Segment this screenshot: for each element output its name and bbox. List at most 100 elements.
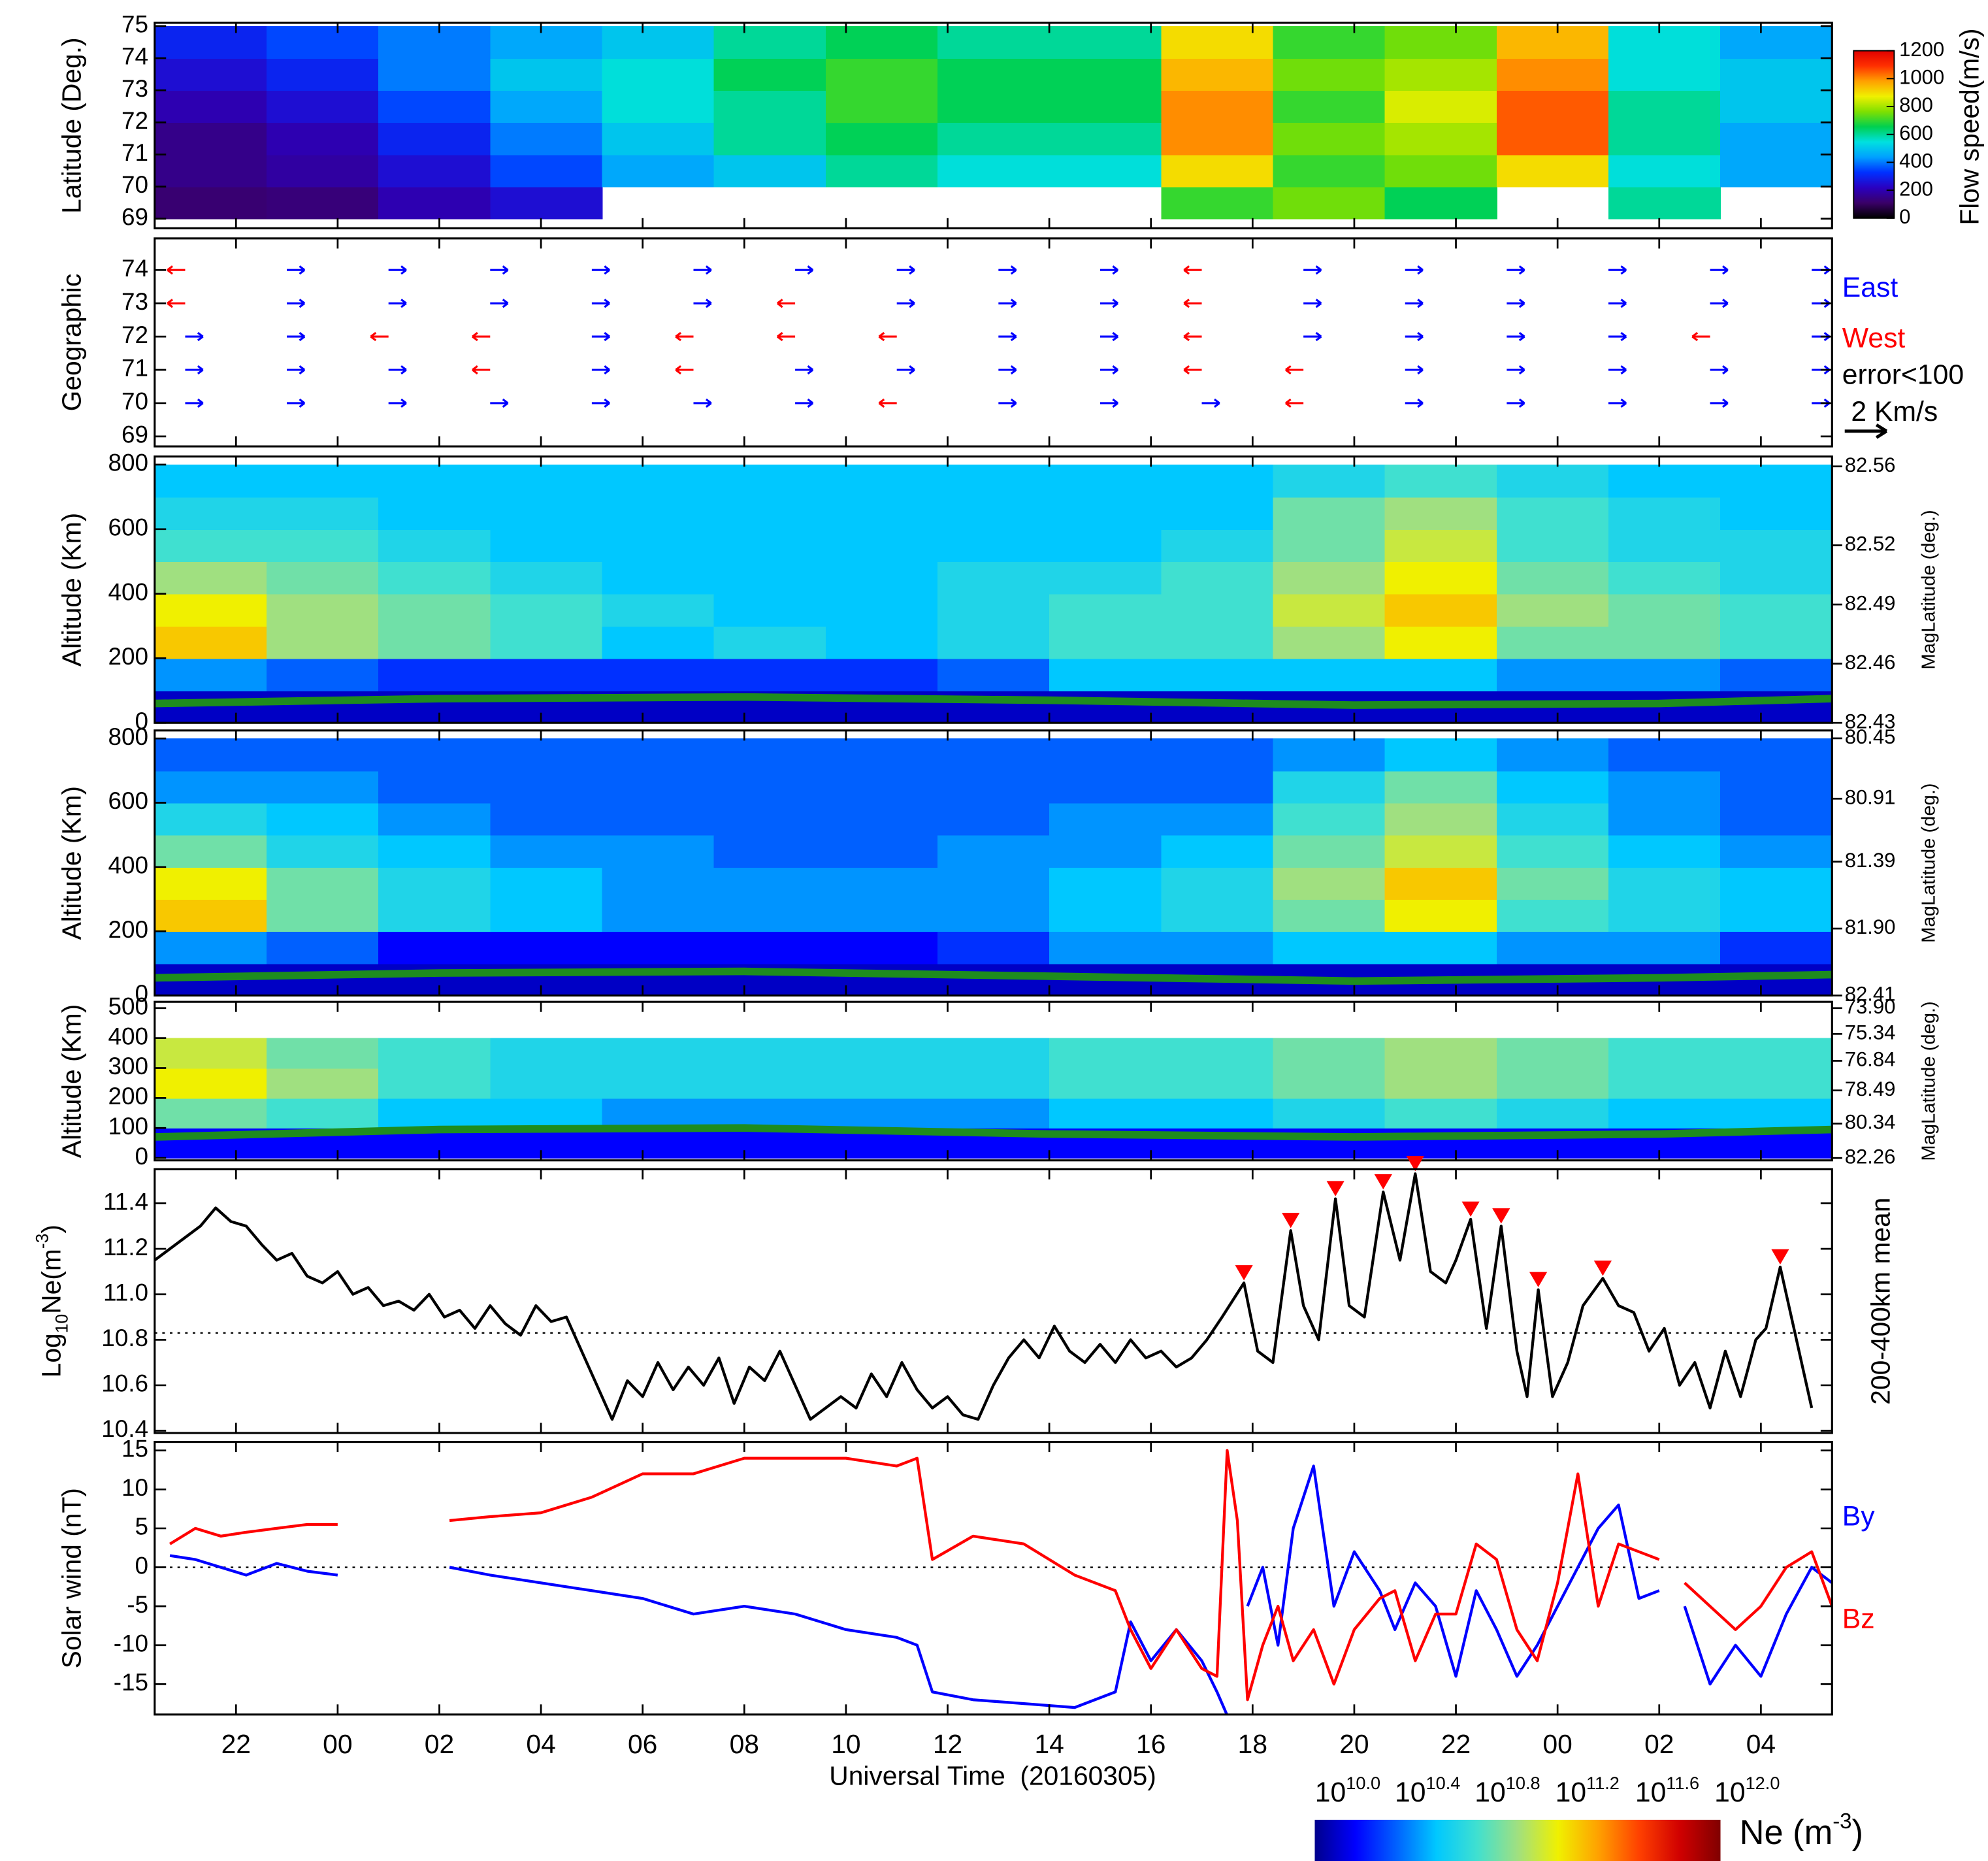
heat-cell xyxy=(378,1038,491,1069)
heat-cell xyxy=(1049,658,1162,691)
heat-cell xyxy=(266,593,380,627)
heat-cell xyxy=(1496,658,1609,691)
vector xyxy=(490,299,509,308)
heat-cell xyxy=(1273,626,1386,659)
heat-cell xyxy=(1384,497,1497,530)
heat-cell xyxy=(1049,1038,1162,1069)
heat-cell xyxy=(602,497,715,530)
heat-cell xyxy=(602,866,715,900)
heat-cell xyxy=(266,931,380,964)
vector xyxy=(1100,332,1119,342)
vector xyxy=(998,365,1017,375)
heat-cell xyxy=(1720,626,1833,659)
heat-cell xyxy=(1273,465,1386,498)
heat-cell xyxy=(1161,154,1274,188)
vector xyxy=(1303,299,1322,308)
heat-cell xyxy=(937,802,1051,836)
heat-cell xyxy=(1161,561,1274,595)
heat-cell xyxy=(1608,834,1721,868)
heat-cell xyxy=(378,898,491,932)
heat-cell xyxy=(1720,154,1833,188)
y-tick-label: 72 xyxy=(122,107,148,134)
vector xyxy=(795,365,814,375)
heat-cell xyxy=(1161,497,1274,530)
x-tick-label: 00 xyxy=(1542,1729,1572,1759)
heat-cell xyxy=(490,1038,603,1069)
legend-label: By xyxy=(1842,1500,1875,1532)
heat-cell xyxy=(602,1038,715,1069)
heat-cell xyxy=(1384,1068,1497,1099)
heat-cell xyxy=(266,866,380,900)
heat-cell xyxy=(1608,770,1721,804)
heat-cell xyxy=(1384,25,1497,59)
heat-cell xyxy=(602,802,715,836)
vector xyxy=(998,398,1017,408)
heat-cell xyxy=(266,802,380,836)
frame xyxy=(154,455,1833,724)
heat-cell xyxy=(1608,561,1721,595)
heat-cell xyxy=(1161,465,1274,498)
heat-cell xyxy=(1049,802,1162,836)
heat-cell xyxy=(825,58,938,91)
vector xyxy=(1608,365,1627,375)
heat-cell xyxy=(1273,154,1386,188)
vector xyxy=(1405,299,1424,308)
heat-cell xyxy=(378,122,491,156)
heat-cell xyxy=(1608,58,1721,91)
heat-cell xyxy=(602,529,715,563)
heat-cell xyxy=(1273,658,1386,691)
heat-cell xyxy=(1496,154,1609,188)
vector xyxy=(1405,365,1424,375)
heat-cell xyxy=(602,154,715,188)
heat-cell xyxy=(1496,497,1609,530)
vector xyxy=(896,365,915,375)
axis-title-part: -3 xyxy=(33,1234,52,1249)
heat-cell xyxy=(713,866,826,900)
tick-base: 10 xyxy=(1556,1777,1586,1808)
heat-cell xyxy=(713,90,826,124)
x-tick-label: 18 xyxy=(1238,1729,1267,1759)
heat-cell xyxy=(937,529,1051,563)
vector xyxy=(998,332,1017,342)
heat-cell xyxy=(825,1068,938,1099)
y-tick-label: 11.4 xyxy=(103,1188,148,1215)
heat-cell xyxy=(602,898,715,932)
heat-cell xyxy=(602,1068,715,1099)
heat-cell xyxy=(266,834,380,868)
axis-title: Altitude (Km) xyxy=(56,786,86,940)
heat-cell xyxy=(1496,802,1609,836)
series-line xyxy=(169,1464,1833,1715)
heat-cell xyxy=(1608,931,1721,964)
axis-title: Latitude (Deg.) xyxy=(56,37,86,214)
heat-cell xyxy=(490,497,603,530)
vector xyxy=(185,365,204,375)
heat-cell xyxy=(1273,561,1386,595)
heat-cell xyxy=(713,931,826,964)
heat-cell xyxy=(490,122,603,156)
vector xyxy=(1710,365,1729,375)
heat-cell xyxy=(1496,1068,1609,1099)
heat-cell xyxy=(1608,658,1721,691)
y-tick-label: -5 xyxy=(127,1591,148,1618)
vector xyxy=(388,398,407,408)
heat-cell xyxy=(937,497,1051,530)
heat-cell xyxy=(1496,834,1609,868)
heat-cell xyxy=(154,1038,267,1069)
vector xyxy=(1405,332,1424,342)
heat-cell xyxy=(1384,561,1497,595)
heat-cell xyxy=(266,1098,380,1129)
heat-cell xyxy=(378,561,491,595)
heat-cell xyxy=(1161,931,1274,964)
heat-cell xyxy=(1720,529,1833,563)
heat-cell xyxy=(1049,593,1162,627)
vector xyxy=(591,365,610,375)
heat-cell xyxy=(1720,658,1833,691)
legend-label: West xyxy=(1842,322,1906,354)
x-tick-label: 02 xyxy=(425,1729,454,1759)
vector xyxy=(693,398,712,408)
y-tick-label: 200 xyxy=(108,916,148,943)
y-tick-label: 11.0 xyxy=(103,1279,148,1306)
heat-cell xyxy=(378,738,491,772)
x-tick-label: 02 xyxy=(1644,1729,1674,1759)
vector xyxy=(693,265,712,275)
